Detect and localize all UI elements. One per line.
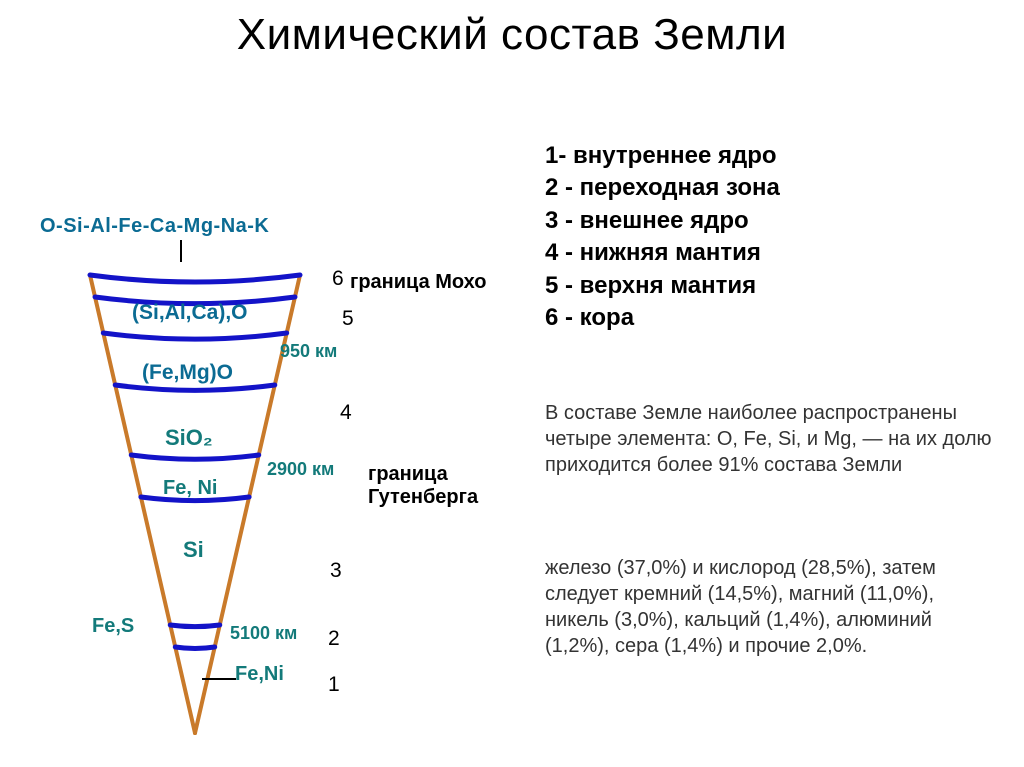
depth-label: 2900 км: [267, 459, 334, 480]
fe-ni-pointer: [202, 678, 236, 680]
layer-number-marker: 1: [328, 673, 340, 697]
legend-item: 1- внутреннее ядро: [545, 140, 985, 172]
boundary-label: граница Мохо: [350, 271, 486, 294]
layer-number-marker: 4: [340, 401, 352, 425]
depth-label: 950 км: [280, 341, 337, 362]
stage: Химический состав Земли 1- внутреннее яд…: [0, 0, 1024, 767]
layer-number-marker: 6: [332, 267, 344, 291]
paragraph-percentages: железо (37,0%) и кислород (28,5%), затем…: [545, 555, 995, 659]
layer-composition-label: (Si,Al,Ca),O: [132, 301, 248, 325]
depth-label: 5100 км: [230, 623, 297, 644]
layer-number-marker: 5: [342, 307, 354, 331]
paragraph-summary: В составе Земле наиболее распространены …: [545, 400, 995, 478]
crust-elements-label: O-Si-Al-Fe-Ca-Mg-Na-K: [40, 215, 269, 238]
layer-number-marker: 3: [330, 559, 342, 583]
legend-item: 5 - верхня мантия: [545, 270, 985, 302]
layer-composition-label: (Fe,Mg)O: [142, 361, 233, 385]
boundary-label: граница Гутенберга: [368, 463, 478, 509]
legend-block: 1- внутреннее ядро 2 - переходная зона 3…: [545, 140, 985, 334]
layer-composition-label: Si: [183, 537, 204, 563]
layer-number-marker: 2: [328, 627, 340, 651]
layer-composition-label: SiO₂: [165, 425, 213, 451]
layer-composition-label: Fe,S: [92, 615, 134, 638]
layer-composition-label: Fe, Ni: [163, 477, 217, 500]
page-title: Химический состав Земли: [0, 10, 1024, 60]
legend-item: 6 - кора: [545, 302, 985, 334]
legend-item: 4 - нижняя мантия: [545, 237, 985, 269]
legend-item: 2 - переходная зона: [545, 172, 985, 204]
legend-item: 3 - внешнее ядро: [545, 205, 985, 237]
earth-wedge-diagram: O-Si-Al-Fe-Ca-Mg-Na-K (Si,Al,Ca),O (Fe,Mg…: [30, 215, 510, 745]
layer-composition-label: Fe,Ni: [235, 663, 284, 686]
